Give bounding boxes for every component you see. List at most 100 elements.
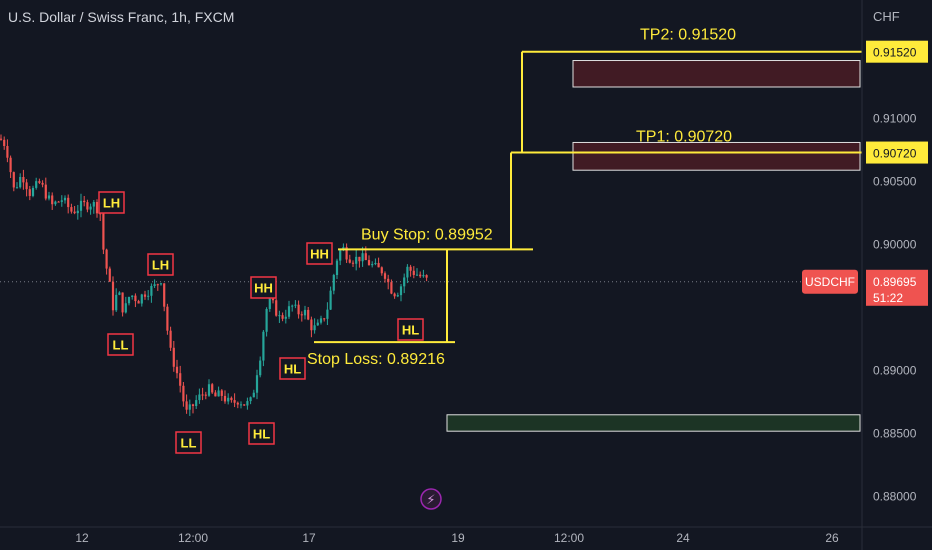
candle-body [396,295,399,297]
candle-body [287,306,291,317]
candle-body [214,392,217,397]
candles [0,134,428,416]
candle-body [127,296,131,304]
candle-body [278,315,281,317]
candle-body [195,400,198,407]
candle-body [83,200,86,203]
candle-body [415,274,419,276]
candle-body [140,294,143,304]
candle-body [70,207,73,212]
candle-body [99,213,102,215]
candle-body [92,201,95,207]
symbol-tag-box [802,269,858,294]
candle-body [374,262,377,265]
candle-body [57,201,60,203]
candle-body [38,181,41,183]
candle-body [252,392,255,398]
candle-body [150,285,153,296]
candle-body [380,267,383,274]
candle-body [284,316,287,319]
candle-body [105,249,108,269]
candle-body [390,282,393,294]
candle-body [371,264,374,266]
time-tick-label: 12:00 [554,531,584,545]
candle-body [217,390,220,397]
current-price-tag [866,269,928,306]
swing-label-box [175,431,202,454]
symbol-tag-label: USDCHF [805,275,855,289]
price-zones [446,60,861,432]
candle-body [3,139,6,147]
currency-label: CHF [873,9,900,24]
candle-body [297,304,300,315]
candle-body [300,314,303,316]
candle-body [358,256,361,262]
candle-body [412,270,415,275]
candle-body [60,200,63,202]
level-tag-box [866,40,928,63]
candle-body [335,260,339,276]
candle-body [201,394,204,396]
candle-body [243,404,246,406]
swing-label: LL [181,436,197,451]
candle-body [115,294,118,311]
candle-body [191,404,195,407]
candle-body [265,308,268,332]
price-tick-label: 0.88000 [873,489,917,503]
candle-body [399,286,403,296]
candle-body [262,331,265,361]
candle-body [25,182,28,190]
candle-body [319,318,323,323]
swing-label-box [248,422,275,445]
candle-body [108,268,111,282]
swing-label-box [250,276,277,299]
candle-body [47,195,51,199]
candle-body [111,281,115,311]
candle-body [204,394,207,396]
candle-body [166,306,169,331]
candle-body [143,294,147,297]
candle-body [220,390,223,396]
candle-body [275,300,278,316]
candle-body [76,210,79,214]
swing-label-box [279,357,306,380]
candle-body [271,297,275,301]
candle-body [54,201,57,205]
candle-body [364,253,367,261]
candle-body [19,176,22,188]
swing-label-box [306,242,333,265]
candle-body [28,189,31,196]
candle-body [406,266,409,278]
candle-body [403,277,406,287]
candle-body [121,292,124,313]
tp2-zone [572,60,861,88]
swing-label: LH [152,258,169,273]
candle-body [95,201,99,214]
candle-body [163,283,166,307]
candle-body [147,295,150,297]
candle-body [188,404,191,410]
candle-body [73,211,76,214]
current-price-label: 0.89695 [873,275,917,289]
price-tick-label: 0.88500 [873,426,917,440]
candle-body [332,275,335,291]
candle-body [134,295,137,302]
stop-loss-annotation: Stop Loss: 0.89216 [307,351,445,368]
candle-body [124,303,127,313]
level-tag-box [866,141,928,164]
candle-body [355,256,358,264]
candle-body [303,309,307,316]
candle-body [393,293,396,297]
price-tick-label: 0.91000 [873,111,917,125]
candle-body [246,401,249,406]
candle-body [198,394,201,401]
time-tick-label: 24 [676,531,690,545]
countdown-label: 51:22 [873,291,903,305]
swing-label: HL [284,362,301,377]
swing-labels: LH LH LL LL HL HH HH HL HL [98,191,424,454]
tp2-annotation: TP2: 0.91520 [640,27,736,44]
candle-body [230,397,233,401]
candle-body [63,197,67,201]
candle-body [179,373,182,386]
